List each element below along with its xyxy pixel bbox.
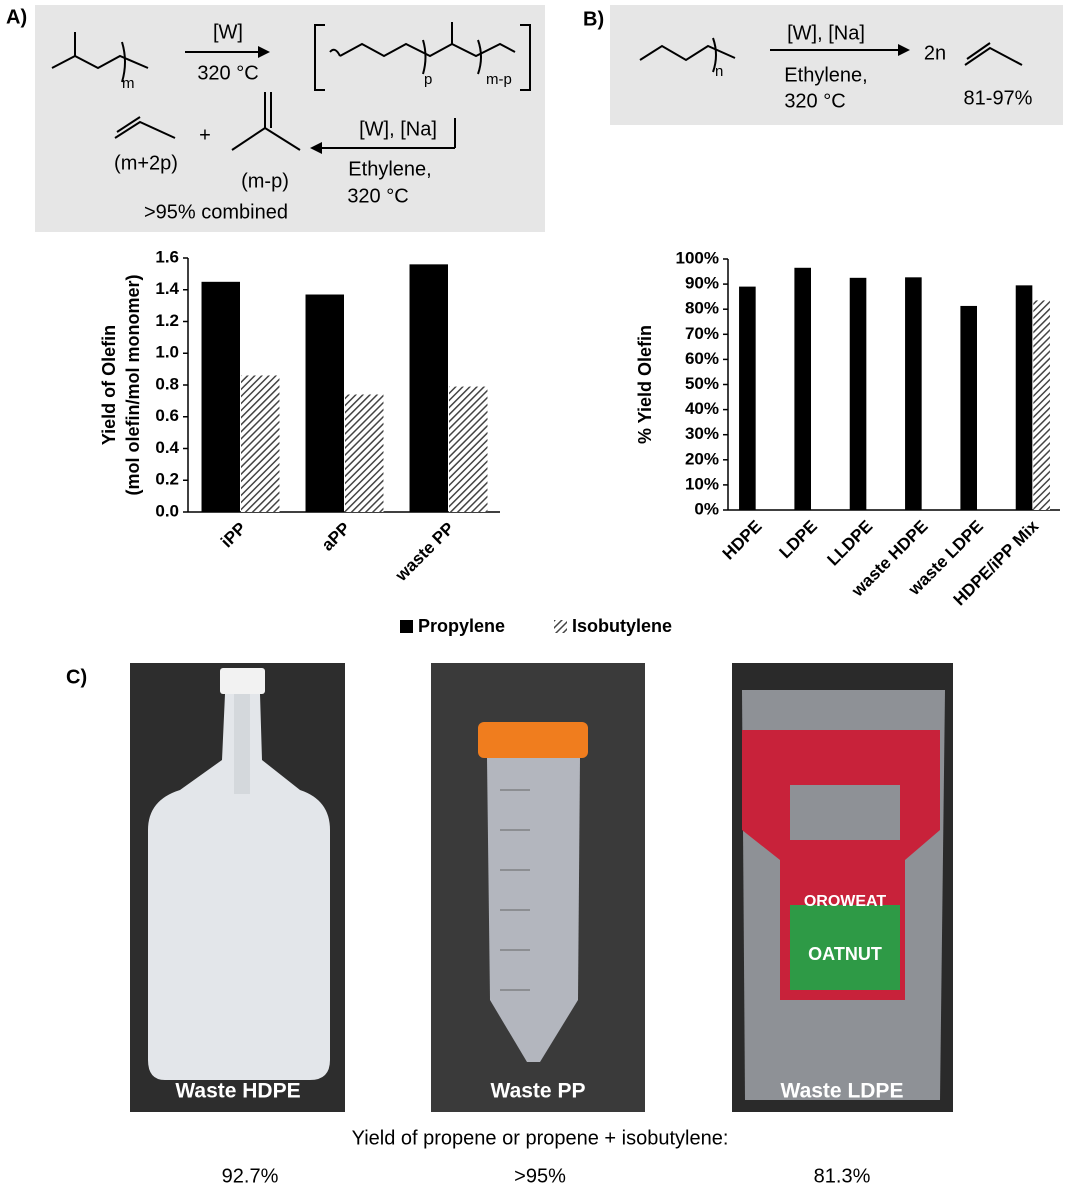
bar bbox=[241, 375, 280, 512]
reagent: [W] bbox=[213, 21, 243, 43]
yield: 81.3% bbox=[814, 1165, 871, 1187]
x-tick-label: LLDPE bbox=[823, 517, 876, 570]
bar bbox=[739, 286, 756, 510]
bar bbox=[409, 264, 448, 512]
y-axis-label: (mol olefin/mol monomer) bbox=[123, 274, 143, 495]
y-axis-label: % Yield Olefin bbox=[635, 325, 655, 444]
bar bbox=[345, 394, 384, 512]
package-text: OATNUT bbox=[808, 944, 882, 964]
yield: 92.7% bbox=[222, 1165, 279, 1187]
x-tick-label: iPP bbox=[217, 519, 250, 552]
subscript: n bbox=[715, 63, 723, 80]
y-tick-label: 30% bbox=[685, 424, 719, 443]
photo bbox=[431, 663, 645, 1112]
x-tick-label: HDPE bbox=[719, 517, 766, 564]
y-tick-label: 1.6 bbox=[155, 247, 179, 266]
y-tick-label: 0% bbox=[694, 499, 719, 518]
x-tick-label: waste PP bbox=[391, 519, 458, 586]
scheme-box bbox=[610, 5, 1063, 125]
panel-label: B) bbox=[583, 8, 604, 30]
y-tick-label: 60% bbox=[685, 349, 719, 368]
y-tick-label: 20% bbox=[685, 449, 719, 468]
photo-caption: Waste PP bbox=[491, 1080, 586, 1103]
subscript: p bbox=[424, 71, 432, 88]
condition: Ethylene, bbox=[348, 158, 431, 180]
bar bbox=[1015, 285, 1033, 510]
count: (m-p) bbox=[241, 170, 289, 192]
legend-swatch bbox=[554, 620, 567, 633]
y-tick-label: 70% bbox=[685, 324, 719, 343]
panel-label: C) bbox=[66, 666, 87, 688]
panel-label: A) bbox=[6, 6, 27, 28]
yield: >95% combined bbox=[144, 201, 288, 223]
bar bbox=[1033, 300, 1050, 510]
photo bbox=[130, 663, 345, 1112]
condition: 320 °C bbox=[347, 185, 408, 207]
bar bbox=[305, 294, 344, 512]
yield: >95% bbox=[514, 1165, 566, 1187]
y-axis-label: Yield of Olefin bbox=[99, 325, 119, 445]
bar bbox=[449, 386, 488, 512]
condition: 320 °C bbox=[197, 62, 258, 84]
y-tick-label: 1.4 bbox=[155, 279, 179, 298]
count: (m+2p) bbox=[114, 152, 178, 174]
legend-swatch bbox=[400, 620, 413, 633]
y-tick-label: 80% bbox=[685, 299, 719, 318]
y-tick-label: 0.4 bbox=[155, 438, 179, 457]
y-tick-label: 100% bbox=[676, 248, 719, 267]
photo bbox=[732, 663, 953, 1112]
y-tick-label: 10% bbox=[685, 474, 719, 493]
bar bbox=[201, 281, 240, 512]
y-tick-label: 90% bbox=[685, 274, 719, 293]
y-tick-label: 40% bbox=[685, 399, 719, 418]
legend-label: Isobutylene bbox=[572, 616, 672, 636]
y-tick-label: 0.0 bbox=[155, 501, 179, 520]
y-tick-label: 0.2 bbox=[155, 470, 179, 489]
molecule bbox=[639, 37, 1023, 73]
condition: 320 °C bbox=[784, 90, 845, 112]
reagent: [W], [Na] bbox=[359, 118, 437, 140]
y-tick-label: 1.0 bbox=[155, 343, 179, 362]
photo-caption: Waste LDPE bbox=[781, 1080, 904, 1103]
scheme-box bbox=[35, 5, 545, 232]
y-tick-label: 0.8 bbox=[155, 374, 179, 393]
photo-caption: Waste HDPE bbox=[175, 1080, 300, 1103]
y-tick-label: 0.6 bbox=[155, 406, 179, 425]
bar bbox=[794, 267, 811, 510]
package-text: OROWEAT bbox=[804, 893, 887, 910]
bar bbox=[960, 305, 977, 510]
y-tick-label: 50% bbox=[685, 374, 719, 393]
coefficient: 2n bbox=[924, 42, 946, 64]
subscript: m-p bbox=[486, 71, 512, 88]
legend-label: Propylene bbox=[418, 616, 505, 636]
reagent: [W], [Na] bbox=[787, 22, 865, 44]
condition: Ethylene, bbox=[784, 64, 867, 86]
plus: + bbox=[199, 124, 211, 146]
bar bbox=[849, 277, 867, 510]
x-tick-label: aPP bbox=[318, 519, 354, 555]
yield: 81-97% bbox=[964, 87, 1033, 109]
bar bbox=[905, 277, 922, 510]
y-tick-label: 1.2 bbox=[155, 311, 179, 330]
yield-heading: Yield of propene or propene + isobutylen… bbox=[352, 1127, 729, 1149]
x-tick-label: LDPE bbox=[776, 517, 821, 562]
subscript: m bbox=[122, 75, 135, 92]
molecule bbox=[51, 22, 531, 154]
